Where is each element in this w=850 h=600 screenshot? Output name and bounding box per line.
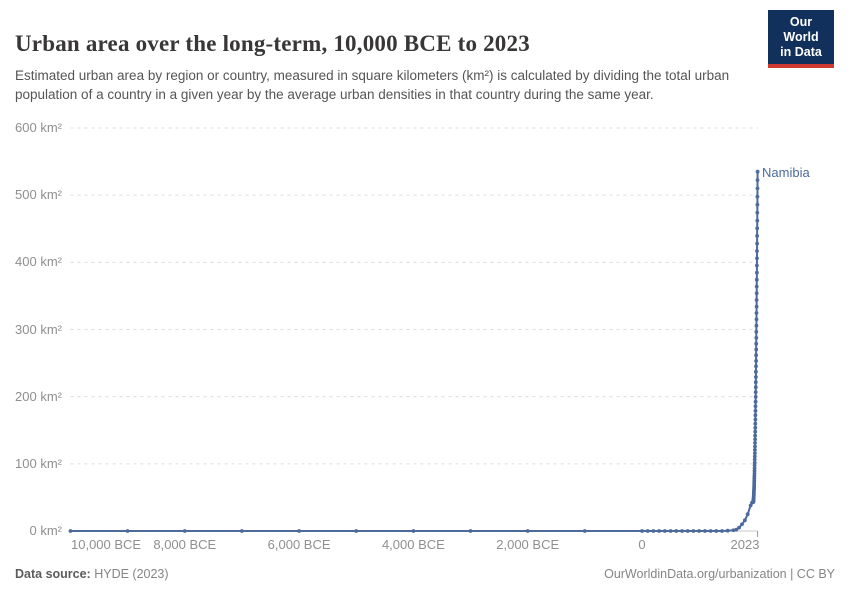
owid-logo[interactable]: Our World in Data: [768, 10, 834, 68]
y-tick-label: 0 km²: [29, 523, 63, 538]
x-tick-label: 2,000 BCE: [496, 537, 560, 552]
chart-title: Urban area over the long-term, 10,000 BC…: [15, 31, 530, 57]
chart-subtitle: Estimated urban area by region or countr…: [15, 67, 730, 102]
chart-footer: Data source: HYDE (2023) OurWorldinData.…: [15, 567, 835, 581]
owid-logo-line2: in Data: [780, 45, 822, 59]
x-tick-label: 2023: [730, 537, 760, 552]
y-tick-label: 300 km²: [15, 321, 62, 337]
y-tick-label: 500 km²: [15, 187, 62, 203]
data-source-note: Data source: HYDE (2023): [15, 567, 169, 581]
y-tick-label: 400 km²: [15, 254, 62, 270]
series-label-namibia[interactable]: Namibia: [762, 165, 810, 180]
credit-link[interactable]: OurWorldinData.org/urbanization | CC BY: [604, 567, 835, 581]
data-source-value: HYDE (2023): [90, 567, 169, 581]
x-tick-label: 10,000 BCE: [71, 537, 142, 552]
y-tick-label: 600 km²: [15, 120, 62, 135]
x-tick-label: 8,000 BCE: [153, 537, 217, 552]
x-tick-label: 0: [638, 537, 646, 552]
x-tick-label: 4,000 BCE: [381, 537, 445, 552]
data-source-label: Data source:: [15, 567, 91, 581]
y-tick-label: 100 km²: [15, 455, 62, 471]
x-tick-label: 6,000 BCE: [267, 537, 331, 552]
owid-logo-line1: Our World: [783, 15, 819, 44]
y-tick-label: 200 km²: [15, 388, 62, 404]
